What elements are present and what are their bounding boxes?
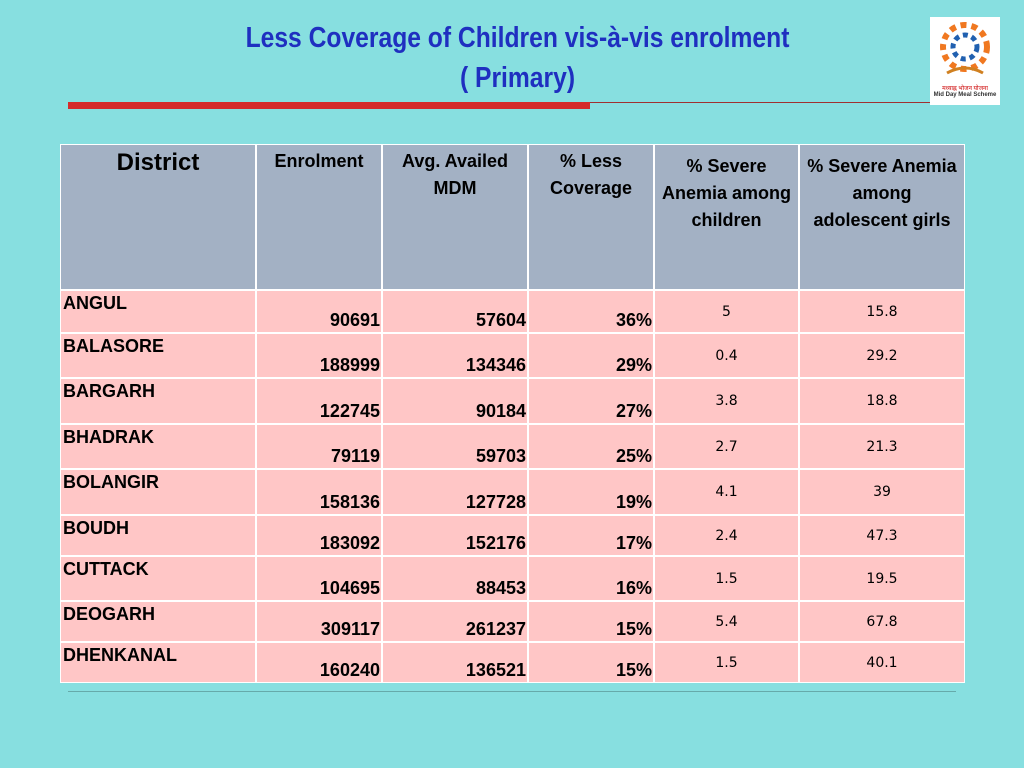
logo: मध्याह्न भोजन योजना Mid Day Meal Scheme — [930, 17, 1000, 105]
value-cell: 5 — [654, 290, 799, 333]
value-cell: 261237 — [382, 601, 528, 642]
value-cell: 152176 — [382, 515, 528, 556]
value-cell: 4.1 — [654, 469, 799, 515]
value-cell: 0.4 — [654, 333, 799, 378]
district-cell: BALASORE — [60, 333, 256, 378]
value-cell: 16% — [528, 556, 654, 601]
value-cell: 18.8 — [799, 378, 965, 424]
value-cell: 19.5 — [799, 556, 965, 601]
value-cell: 136521 — [382, 642, 528, 683]
title-rule — [590, 102, 930, 103]
value-cell: 39 — [799, 469, 965, 515]
value-cell: 309117 — [256, 601, 382, 642]
value-cell: 15.8 — [799, 290, 965, 333]
value-cell: 2.4 — [654, 515, 799, 556]
title: Less Coverage of Children vis-à-vis enro… — [245, 22, 790, 54]
value-cell: 104695 — [256, 556, 382, 601]
value-cell: 57604 — [382, 290, 528, 333]
district-cell: DHENKANAL — [60, 642, 256, 683]
column-header: District — [60, 144, 256, 290]
value-cell: 2.7 — [654, 424, 799, 469]
column-header: % Severe Anemia among children — [654, 144, 799, 290]
column-header: % Less Coverage — [528, 144, 654, 290]
value-cell: 88453 — [382, 556, 528, 601]
district-cell: BARGARH — [60, 378, 256, 424]
value-cell: 15% — [528, 642, 654, 683]
value-cell: 17% — [528, 515, 654, 556]
value-cell: 183092 — [256, 515, 382, 556]
district-cell: ANGUL — [60, 290, 256, 333]
district-cell: DEOGARH — [60, 601, 256, 642]
value-cell: 21.3 — [799, 424, 965, 469]
column-header: Enrolment — [256, 144, 382, 290]
value-cell: 122745 — [256, 378, 382, 424]
value-cell: 158136 — [256, 469, 382, 515]
value-cell: 79119 — [256, 424, 382, 469]
value-cell: 90184 — [382, 378, 528, 424]
title-bar — [68, 102, 590, 109]
value-cell: 160240 — [256, 642, 382, 683]
logo-text: Mid Day Meal Scheme — [933, 92, 997, 98]
district-cell: BOUDH — [60, 515, 256, 556]
value-cell: 25% — [528, 424, 654, 469]
district-cell: CUTTACK — [60, 556, 256, 601]
value-cell: 36% — [528, 290, 654, 333]
district-cell: BOLANGIR — [60, 469, 256, 515]
value-cell: 19% — [528, 469, 654, 515]
logo-hindi: मध्याह्न भोजन योजना — [942, 86, 988, 92]
value-cell: 40.1 — [799, 642, 965, 683]
column-header: Avg. Availed MDM — [382, 144, 528, 290]
value-cell: 27% — [528, 378, 654, 424]
value-cell: 47.3 — [799, 515, 965, 556]
value-cell: 90691 — [256, 290, 382, 333]
value-cell: 3.8 — [654, 378, 799, 424]
district-cell: BHADRAK — [60, 424, 256, 469]
value-cell: 5.4 — [654, 601, 799, 642]
logo-emblem — [940, 22, 990, 75]
footer-rule — [68, 691, 956, 692]
value-cell: 29.2 — [799, 333, 965, 378]
value-cell: 127728 — [382, 469, 528, 515]
column-header: % Severe Anemia among adolescent girls — [799, 144, 965, 290]
value-cell: 67.8 — [799, 601, 965, 642]
title: ( Primary) — [459, 62, 576, 94]
value-cell: 134346 — [382, 333, 528, 378]
value-cell: 1.5 — [654, 556, 799, 601]
value-cell: 29% — [528, 333, 654, 378]
value-cell: 15% — [528, 601, 654, 642]
value-cell: 1.5 — [654, 642, 799, 683]
value-cell: 188999 — [256, 333, 382, 378]
value-cell: 59703 — [382, 424, 528, 469]
